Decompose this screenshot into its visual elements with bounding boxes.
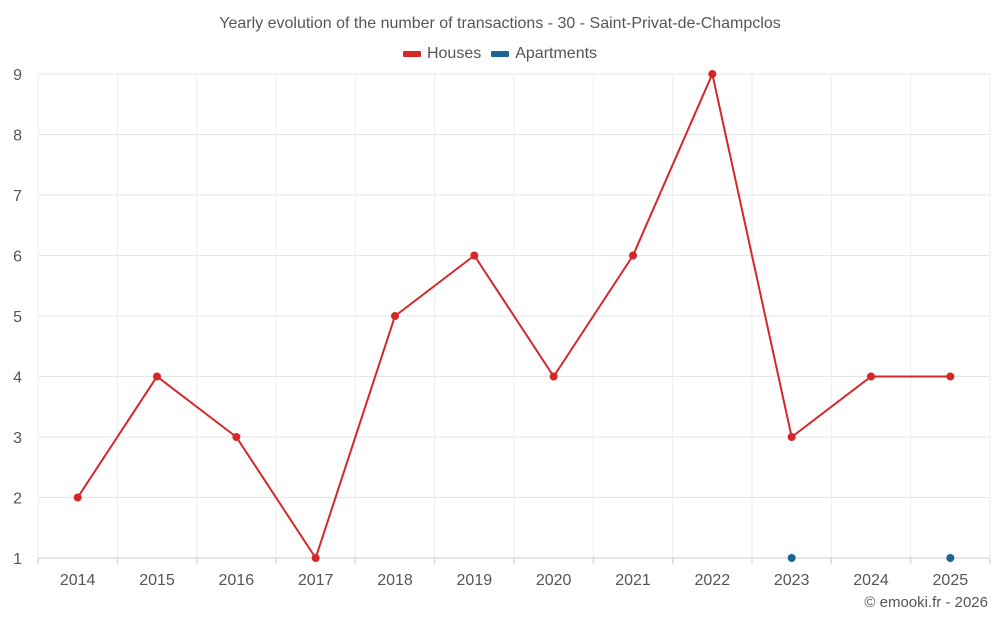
y-tick-label-2: 2: [13, 491, 22, 508]
data-point-houses-2016[interactable]: [232, 433, 241, 441]
y-tick-label-7: 7: [13, 188, 22, 205]
series-apartments: [787, 554, 955, 562]
x-tick-label-2022: 2022: [695, 572, 731, 589]
y-tick-label-9: 9: [13, 67, 22, 84]
x-tick-label-2024: 2024: [853, 572, 889, 589]
y-tick-label-1: 1: [13, 551, 22, 568]
x-tick-label-2018: 2018: [377, 572, 413, 589]
y-tick-label-5: 5: [13, 309, 22, 326]
chart-title: Yearly evolution of the number of transa…: [219, 15, 781, 32]
data-point-houses-2022[interactable]: [708, 70, 717, 78]
series-houses: [73, 70, 955, 562]
y-tick-label-3: 3: [13, 430, 22, 447]
data-point-houses-2019[interactable]: [470, 251, 479, 260]
legend-swatch-houses: [402, 51, 421, 57]
data-point-apartments-2023[interactable]: [787, 554, 796, 562]
data-point-houses-2015[interactable]: [153, 372, 161, 381]
x-tick-label-2016: 2016: [219, 572, 255, 589]
data-point-houses-2014[interactable]: [73, 493, 82, 502]
y-tick-label-8: 8: [13, 128, 22, 145]
data-point-houses-2023[interactable]: [787, 433, 796, 441]
data-point-houses-2024[interactable]: [867, 372, 875, 381]
x-tick-label-2015: 2015: [139, 572, 175, 589]
data-point-houses-2018[interactable]: [391, 312, 399, 320]
x-tick-label-2020: 2020: [536, 572, 572, 589]
data-point-houses-2017[interactable]: [311, 554, 320, 562]
legend-label-houses: Houses: [426, 45, 482, 62]
data-point-apartments-2025[interactable]: [946, 554, 955, 562]
x-tick-label-2021: 2021: [615, 572, 651, 589]
series-line-houses: [76, 73, 951, 559]
legend-swatch-apartments: [491, 51, 510, 57]
y-tick-label-4: 4: [13, 370, 22, 387]
x-tick-label-2014: 2014: [60, 572, 96, 589]
data-point-houses-2020[interactable]: [549, 372, 558, 381]
y-tick-label-6: 6: [13, 249, 22, 266]
legend-label-apartments: Apartments: [515, 45, 598, 62]
data-point-houses-2021[interactable]: [629, 251, 637, 260]
x-tick-label-2025: 2025: [933, 572, 969, 589]
x-tick-label-2023: 2023: [774, 572, 810, 589]
legend-item-houses[interactable]: Houses: [402, 45, 482, 63]
credit-text: © emooki.fr - 2026: [864, 594, 988, 611]
x-tick-label-2019: 2019: [457, 572, 493, 589]
axis-layer: 1 2 3 4 5 6 7 8 9 2014 2015 2016 2017 2018 2019 2020 202…: [13, 67, 991, 589]
series-layer: [73, 70, 955, 562]
chart-legend: Houses Apartments: [0, 45, 1000, 63]
data-point-houses-2025[interactable]: [946, 372, 955, 381]
x-tick-label-2017: 2017: [298, 572, 334, 589]
legend-item-apartments[interactable]: Apartments: [491, 45, 597, 63]
